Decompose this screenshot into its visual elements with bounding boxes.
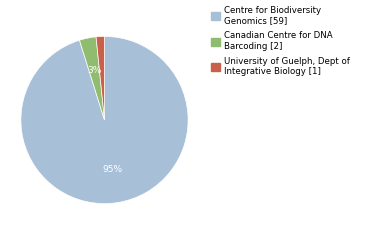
- Wedge shape: [21, 36, 188, 204]
- Wedge shape: [79, 37, 105, 120]
- Legend: Centre for Biodiversity
Genomics [59], Canadian Centre for DNA
Barcoding [2], Un: Centre for Biodiversity Genomics [59], C…: [209, 4, 352, 78]
- Wedge shape: [96, 36, 104, 120]
- Text: 95%: 95%: [102, 165, 122, 174]
- Text: 3%: 3%: [87, 66, 101, 75]
